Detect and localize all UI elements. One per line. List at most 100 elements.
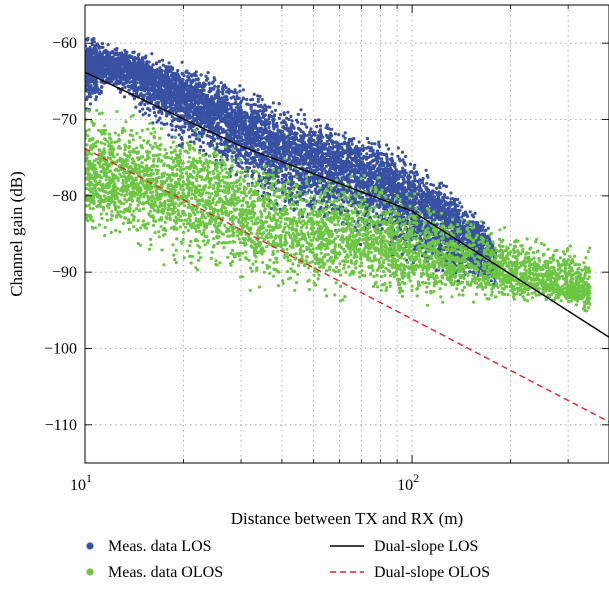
scatter-point: [324, 143, 328, 147]
scatter-point: [526, 293, 530, 297]
scatter-point: [457, 212, 461, 216]
scatter-point: [482, 221, 486, 225]
scatter-point: [143, 222, 147, 227]
scatter-point: [143, 111, 148, 115]
scatter-point: [129, 203, 133, 207]
scatter-point: [287, 171, 291, 175]
scatter-point: [252, 92, 256, 96]
scatter-point: [263, 168, 267, 172]
scatter-point: [86, 219, 90, 223]
scatter-point: [415, 294, 419, 298]
scatter-point: [295, 207, 299, 211]
scatter-point: [118, 51, 123, 55]
scatter-point: [102, 147, 106, 151]
scatter-point: [85, 143, 89, 147]
scatter-point: [254, 103, 258, 107]
scatter-point: [484, 285, 488, 289]
scatter-point: [377, 260, 381, 264]
scatter-point: [134, 105, 138, 109]
scatter-point: [328, 145, 332, 149]
scatter-point: [313, 118, 317, 122]
scatter-point: [406, 219, 410, 223]
scatter-point: [316, 277, 320, 281]
scatter-point: [318, 124, 323, 128]
scatter-point: [166, 186, 170, 190]
scatter-point: [309, 196, 313, 200]
scatter-point: [582, 280, 586, 284]
scatter-point: [138, 135, 142, 140]
scatter-point: [143, 103, 147, 107]
scatter-point: [343, 131, 347, 135]
scatter-point: [158, 66, 162, 70]
scatter-point: [317, 118, 321, 122]
scatter-point: [365, 152, 369, 156]
scatter-point: [278, 238, 282, 242]
scatter-point: [149, 171, 153, 175]
scatter-point: [100, 132, 104, 136]
scatter-point: [334, 265, 338, 269]
scatter-point: [315, 125, 319, 129]
scatter-point: [431, 272, 435, 276]
scatter-point: [393, 170, 397, 174]
scatter-point: [420, 181, 425, 185]
scatter-point: [312, 197, 316, 201]
scatter-point: [530, 291, 534, 295]
scatter-point: [477, 278, 481, 283]
scatter-point: [497, 243, 501, 247]
scatter-point: [248, 196, 252, 200]
scatter-point: [132, 60, 136, 64]
scatter-point: [109, 169, 113, 173]
scatter-point: [342, 200, 346, 204]
scatter-point: [245, 97, 249, 102]
scatter-point: [94, 95, 99, 99]
scatter-point: [209, 256, 213, 260]
scatter-point: [456, 197, 460, 202]
scatter-point: [277, 102, 281, 106]
scatter-point: [257, 171, 261, 175]
scatter-point: [310, 260, 315, 264]
scatter-point: [248, 266, 253, 270]
scatter-point: [385, 143, 389, 147]
scatter-point: [154, 114, 158, 118]
scatter-point: [419, 274, 423, 279]
scatter-point: [279, 113, 283, 117]
scatter-point: [194, 70, 198, 74]
scatter-point: [498, 228, 502, 232]
scatter-point: [205, 168, 209, 172]
scatter-point: [85, 129, 88, 133]
scatter-point: [249, 98, 253, 102]
scatter-layer: [85, 36, 592, 313]
scatter-point: [333, 245, 337, 249]
scatter-point: [377, 140, 381, 144]
scatter-point: [212, 183, 216, 188]
scatter-point: [302, 113, 306, 117]
scatter-point: [328, 127, 332, 131]
scatter-point: [238, 84, 242, 88]
scatter-point: [315, 220, 319, 224]
scatter-point: [152, 136, 156, 140]
scatter-point: [383, 273, 387, 277]
scatter-point: [534, 293, 538, 297]
scatter-point: [160, 58, 165, 62]
scatter-point: [157, 110, 161, 114]
scatter-point: [190, 129, 194, 133]
scatter-point: [296, 112, 300, 116]
scatter-point: [260, 194, 264, 198]
scatter-point: [194, 137, 198, 141]
scatter-point: [316, 192, 320, 196]
scatter-point: [198, 175, 202, 179]
scatter-point: [166, 208, 170, 212]
scatter-point: [393, 215, 397, 219]
scatter-point: [170, 128, 174, 132]
scatter-point: [235, 184, 239, 188]
scatter-point: [315, 270, 319, 274]
scatter-point: [385, 286, 389, 290]
scatter-point: [285, 116, 289, 120]
scatter-point: [99, 165, 103, 169]
scatter-point: [196, 258, 200, 262]
scatter-point: [256, 97, 260, 101]
scatter-point: [236, 189, 240, 194]
scatter-point: [390, 152, 394, 156]
scatter-point: [179, 165, 183, 169]
scatter-point: [158, 136, 162, 140]
